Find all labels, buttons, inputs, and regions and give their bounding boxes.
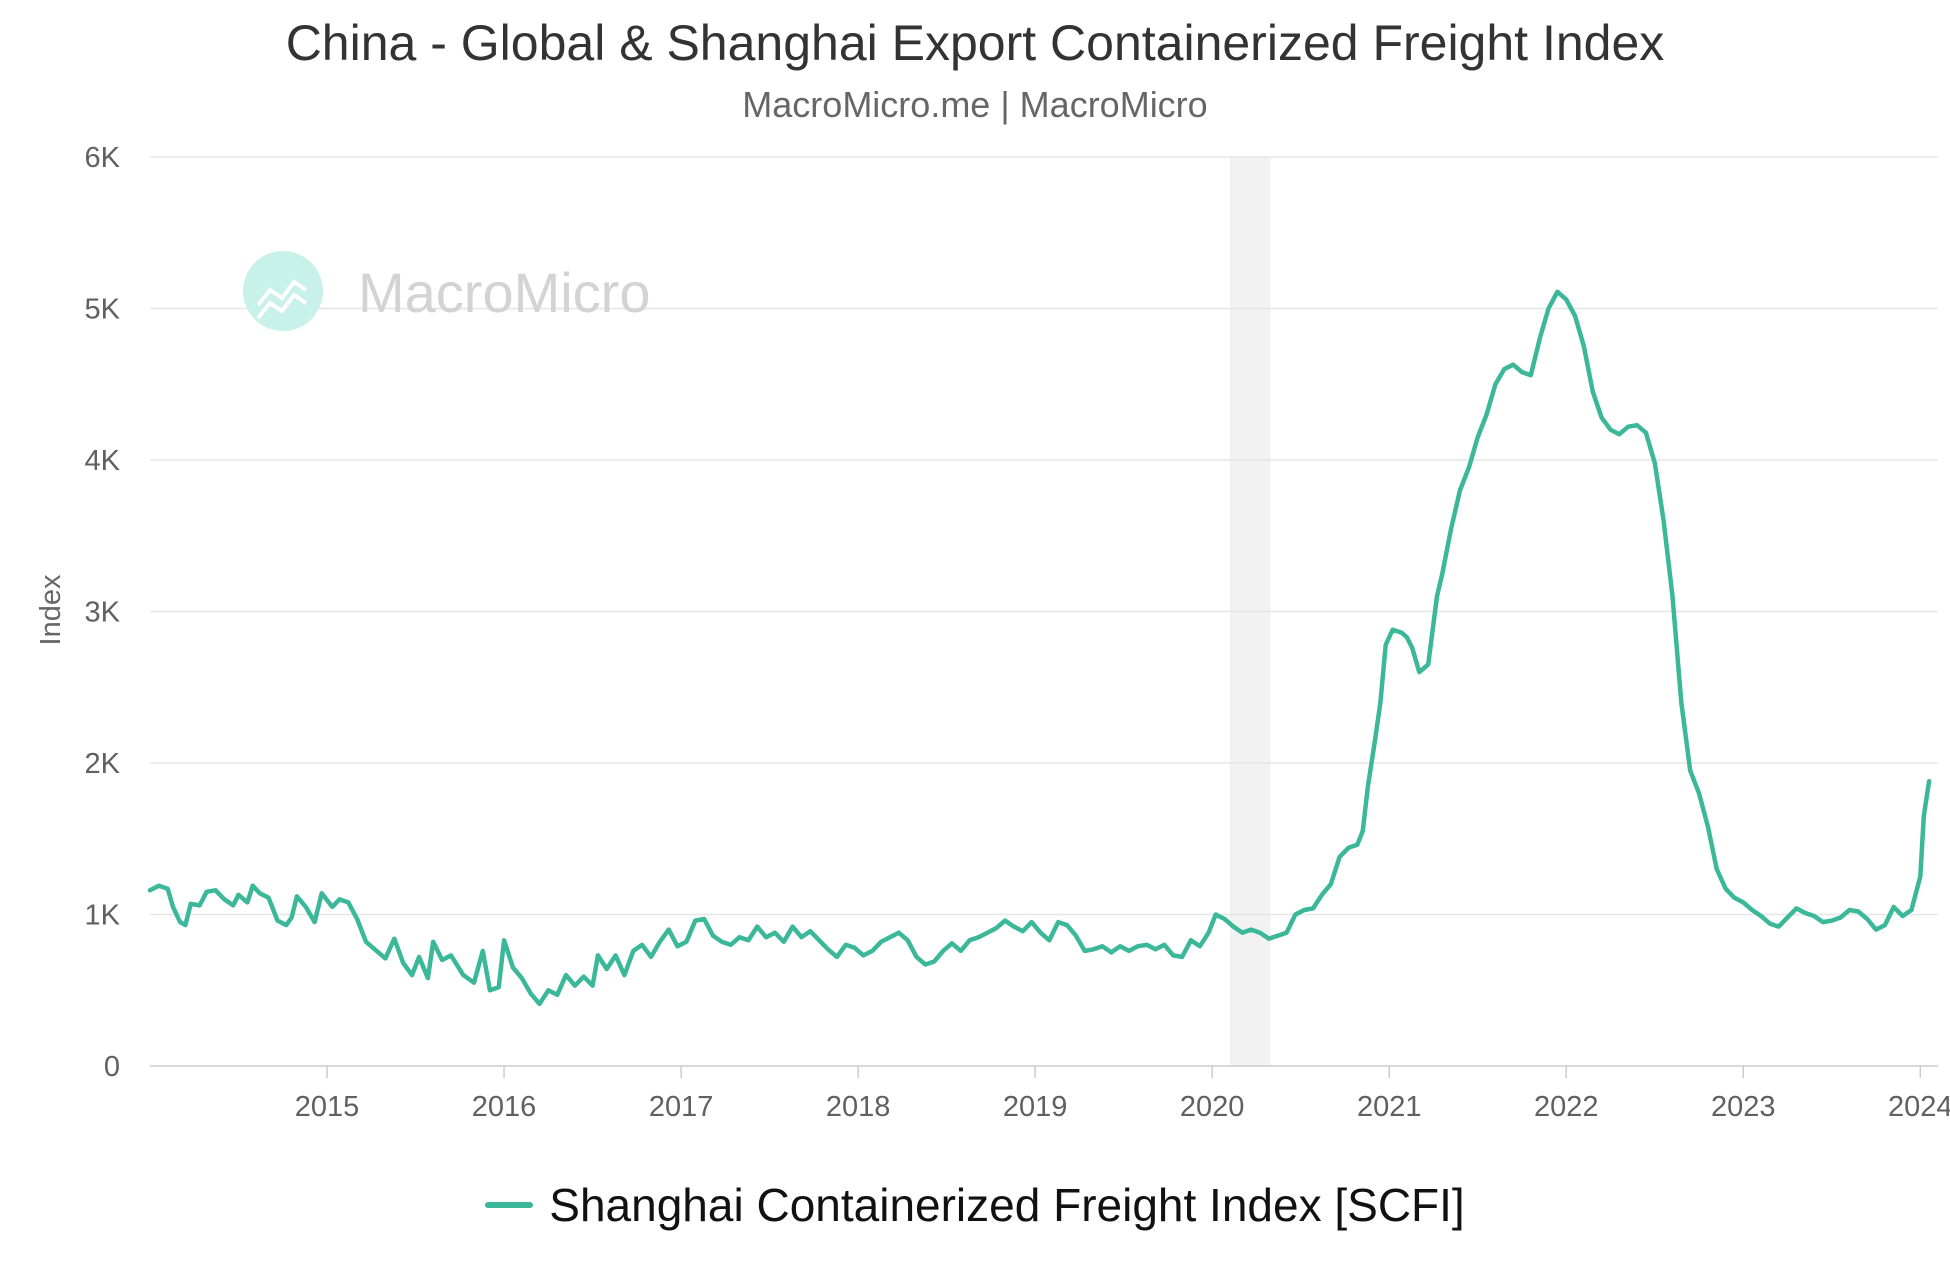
x-tick-label-2019: 2019 bbox=[1003, 1091, 1068, 1123]
grid-lines bbox=[150, 156, 1938, 1067]
x-tick-label-2016: 2016 bbox=[472, 1091, 537, 1123]
x-tick-label-2020: 2020 bbox=[1180, 1091, 1245, 1123]
watermark-text: MacroMicro bbox=[358, 261, 650, 324]
y-tick-label-3000: 3K bbox=[85, 597, 121, 629]
legend-label: Shanghai Containerized Freight Index [SC… bbox=[549, 1179, 1465, 1231]
y-tick-label-5000: 5K bbox=[85, 294, 121, 326]
watermark: MacroMicro bbox=[243, 251, 650, 331]
x-tick-label-2023: 2023 bbox=[1711, 1091, 1776, 1123]
chart-title: China - Global & Shanghai Export Contain… bbox=[285, 15, 1665, 71]
y-tick-label-0: 0 bbox=[104, 1051, 120, 1083]
y-tick-label-1000: 1K bbox=[85, 900, 121, 932]
chart-logo-icon bbox=[243, 251, 323, 331]
x-tick-label-2017: 2017 bbox=[649, 1091, 714, 1123]
chart-subtitle: MacroMicro.me | MacroMicro bbox=[742, 84, 1208, 125]
y-tick-label-2000: 2K bbox=[85, 748, 121, 780]
y-axis: 0 1K 2K 3K 4K 5K 6K bbox=[85, 142, 121, 1083]
y-axis-title: Index bbox=[35, 574, 67, 645]
x-tick-label-2022: 2022 bbox=[1534, 1091, 1599, 1123]
y-tick-label-6000: 6K bbox=[85, 142, 121, 174]
x-tick-label-2015: 2015 bbox=[295, 1091, 360, 1123]
x-axis: 2015 2016 2017 2018 2019 2020 2021 2022 2023 2024 bbox=[295, 1066, 1950, 1123]
legend-item[interactable]: Shanghai Containerized Freight Index [SC… bbox=[485, 1178, 1465, 1232]
x-tick-label-2024: 2024 bbox=[1888, 1091, 1950, 1123]
series-line-scfi[interactable] bbox=[147, 289, 1932, 1007]
legend: Shanghai Containerized Freight Index [SC… bbox=[0, 1178, 1950, 1232]
series-layer[interactable] bbox=[147, 289, 1932, 1007]
x-tick-label-2018: 2018 bbox=[826, 1091, 891, 1123]
legend-swatch bbox=[485, 1202, 534, 1208]
chart-logo-icon-line bbox=[256, 279, 308, 307]
x-tick-label-2021: 2021 bbox=[1357, 1091, 1422, 1123]
chart-logo-icon-line-2 bbox=[256, 292, 308, 320]
y-tick-label-4000: 4K bbox=[85, 445, 121, 477]
